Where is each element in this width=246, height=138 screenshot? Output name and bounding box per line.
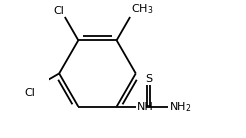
Text: S: S [145,74,152,84]
Text: Cl: Cl [24,88,35,98]
Text: NH$_2$: NH$_2$ [169,100,192,114]
Text: CH$_3$: CH$_3$ [131,2,154,16]
Text: Cl: Cl [53,6,64,16]
Text: NH: NH [137,102,154,112]
